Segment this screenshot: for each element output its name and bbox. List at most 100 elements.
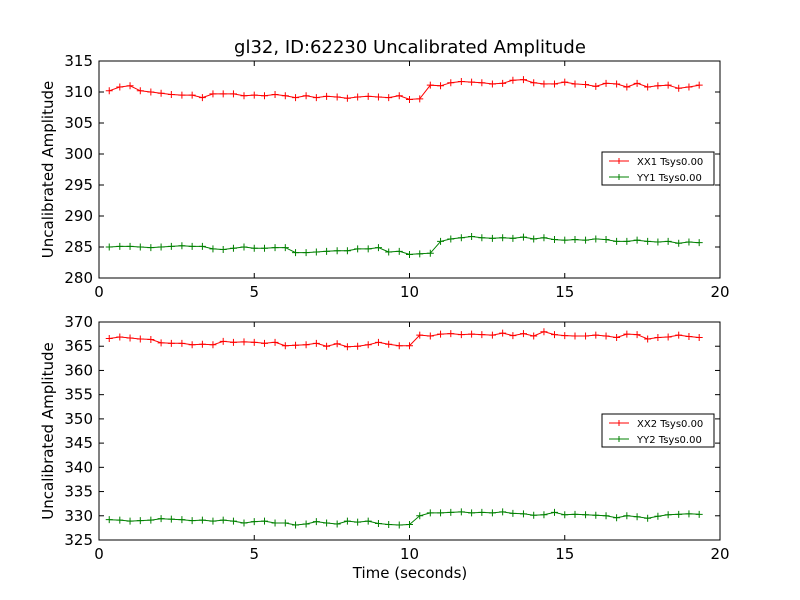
data-point	[509, 332, 517, 340]
data-point	[219, 516, 227, 524]
data-point	[105, 87, 113, 95]
data-point	[623, 512, 631, 520]
data-point	[178, 242, 186, 250]
data-point	[364, 245, 372, 253]
data-point	[271, 90, 279, 98]
chart-title: gl32, ID:62230 Uncalibrated Amplitude	[234, 37, 586, 58]
data-point	[530, 511, 538, 519]
data-point	[126, 334, 134, 342]
data-point	[260, 339, 268, 347]
data-point	[685, 83, 693, 91]
data-point	[582, 511, 590, 519]
data-point	[271, 338, 279, 346]
data-point	[519, 233, 527, 241]
data-point	[302, 520, 310, 528]
data-point	[478, 79, 486, 87]
data-point	[385, 248, 393, 256]
y-tick-label: 365	[64, 337, 93, 355]
data-point	[354, 518, 362, 526]
data-point	[250, 338, 258, 346]
data-point	[385, 340, 393, 348]
data-point	[209, 90, 217, 98]
data-point	[281, 342, 289, 350]
data-point	[250, 91, 258, 99]
data-point	[488, 509, 496, 517]
data-point	[126, 242, 134, 250]
y-tick-label: 295	[64, 176, 93, 194]
data-point	[323, 92, 331, 100]
data-point	[105, 334, 113, 342]
data-point	[685, 510, 693, 518]
data-point	[136, 335, 144, 343]
data-point	[551, 331, 559, 339]
data-point	[592, 331, 600, 339]
data-point	[695, 81, 703, 89]
data-point	[654, 512, 662, 520]
data-point	[260, 517, 268, 525]
x-tick-label: 10	[400, 283, 419, 301]
y-tick-label: 325	[64, 531, 93, 549]
data-point	[654, 334, 662, 342]
x-tick-label: 20	[710, 545, 729, 563]
data-point	[437, 82, 445, 90]
data-point	[116, 242, 124, 250]
data-point	[571, 332, 579, 340]
data-point	[198, 516, 206, 524]
data-point	[136, 517, 144, 525]
data-point	[633, 79, 641, 87]
data-point	[136, 87, 144, 95]
y-tick-label: 285	[64, 238, 93, 256]
data-point	[561, 332, 569, 340]
data-point	[188, 341, 196, 349]
data-point	[519, 330, 527, 338]
data-point	[374, 520, 382, 528]
data-point	[385, 520, 393, 528]
data-point	[592, 511, 600, 519]
data-point	[312, 339, 320, 347]
data-point	[613, 237, 621, 245]
data-point	[499, 508, 507, 516]
data-point	[271, 244, 279, 252]
y-tick-label: 335	[64, 483, 93, 501]
data-point	[416, 95, 424, 103]
data-point	[219, 337, 227, 345]
data-point	[178, 339, 186, 347]
data-point	[447, 235, 455, 243]
y-tick-label: 300	[64, 145, 93, 163]
data-point	[292, 341, 300, 349]
data-point	[188, 242, 196, 250]
legend-label: XX2 Tsys0.00	[637, 419, 703, 430]
data-point	[323, 247, 331, 255]
data-point	[374, 338, 382, 346]
data-point	[116, 333, 124, 341]
data-point	[302, 92, 310, 100]
data-point	[406, 250, 413, 258]
data-point	[157, 339, 165, 347]
data-point	[167, 242, 175, 250]
data-point	[623, 330, 631, 338]
data-point	[488, 234, 496, 242]
data-point	[654, 238, 662, 246]
data-point	[333, 520, 341, 528]
top-plot-panel: 0 5 10 15 20 280 285 290 295 300 305 310 315 Uncalibr…	[39, 52, 730, 301]
data-point	[302, 341, 310, 349]
data-point	[602, 79, 610, 87]
data-point	[561, 236, 569, 244]
data-point	[416, 250, 424, 258]
series-line-1	[109, 79, 700, 100]
data-point	[209, 341, 217, 349]
data-point	[105, 243, 113, 251]
data-point	[281, 244, 289, 252]
data-point	[167, 339, 175, 347]
x-axis-title: Time (seconds)	[352, 564, 468, 582]
data-point	[209, 245, 217, 253]
y-tick-label: 350	[64, 410, 93, 428]
data-point	[116, 516, 124, 524]
data-point	[271, 519, 279, 527]
data-point	[240, 243, 248, 251]
data-point	[395, 92, 403, 100]
data-point	[250, 244, 258, 252]
data-point	[664, 333, 672, 341]
data-point	[695, 239, 703, 247]
data-point	[219, 245, 227, 253]
